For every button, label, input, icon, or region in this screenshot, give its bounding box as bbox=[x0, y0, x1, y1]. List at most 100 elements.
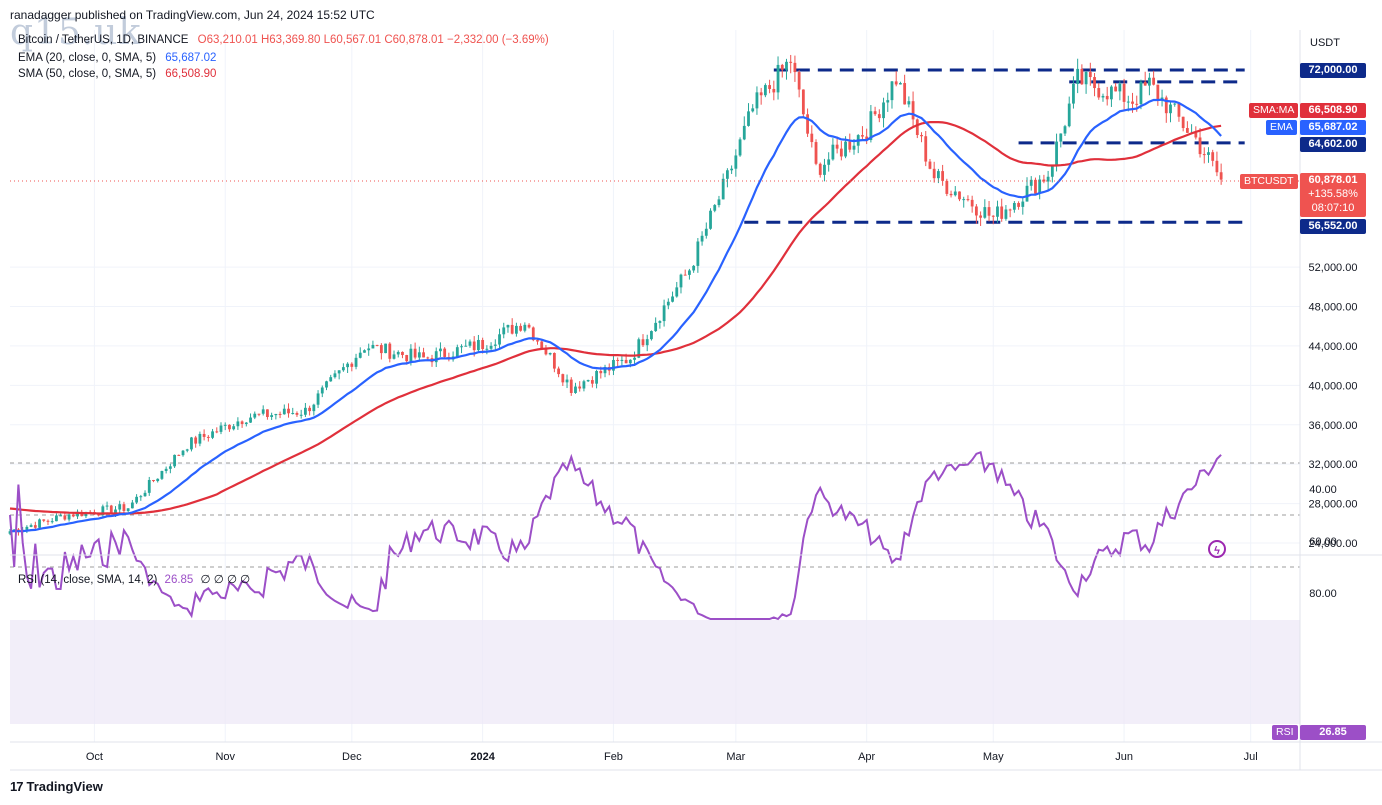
candle-body bbox=[519, 325, 523, 331]
candle-body bbox=[839, 148, 843, 157]
time-tick-label: Jun bbox=[1115, 751, 1133, 763]
candle-body bbox=[190, 437, 193, 450]
candle-body bbox=[244, 422, 248, 425]
candle-body bbox=[194, 437, 198, 444]
candle-body bbox=[920, 134, 923, 137]
tradingview-brand[interactable]: 17 TradingView bbox=[10, 779, 103, 794]
rsi-tick-label: 60.00 bbox=[1309, 536, 1337, 548]
candle-body bbox=[595, 371, 598, 384]
candle-body bbox=[1194, 132, 1198, 138]
candle-body bbox=[692, 265, 696, 271]
candle-body bbox=[350, 363, 354, 367]
price-tick-label: 48,000.00 bbox=[1309, 302, 1358, 314]
brand-name: TradingView bbox=[26, 779, 103, 794]
price-tick-label: 24,000.00 bbox=[1309, 538, 1358, 550]
horizontal-levels bbox=[744, 68, 1245, 224]
currency-label[interactable]: USDT bbox=[1310, 37, 1340, 49]
candle-body bbox=[586, 380, 590, 382]
rsi-legend-label: RSI (14, close, SMA, 14, 2) bbox=[18, 574, 158, 586]
candle-body bbox=[565, 379, 569, 383]
candle-body bbox=[755, 92, 759, 109]
candle-body bbox=[105, 505, 109, 507]
candle-body bbox=[861, 135, 864, 137]
price-tick-label: 52,000.00 bbox=[1309, 262, 1358, 274]
candle-body bbox=[1211, 152, 1215, 161]
sma-legend[interactable]: SMA (50, close, 0, SMA, 5) 66,508.90 bbox=[18, 68, 216, 80]
candle-body bbox=[392, 354, 396, 359]
candle-body bbox=[50, 521, 54, 523]
candle-body bbox=[46, 520, 50, 522]
candle-body bbox=[844, 141, 847, 157]
candle-body bbox=[671, 296, 674, 302]
candle-body bbox=[717, 199, 721, 206]
ema-legend[interactable]: EMA (20, close, 0, SMA, 5) 65,687.02 bbox=[18, 52, 216, 64]
candle-body bbox=[316, 393, 320, 405]
candle-body bbox=[291, 413, 295, 415]
sma-tag: SMA:MA bbox=[1249, 103, 1299, 118]
rsi-legend-value: 26.85 bbox=[164, 574, 194, 586]
candle-body bbox=[628, 359, 632, 364]
candle-body bbox=[261, 409, 265, 414]
last-price: 60,878.01 bbox=[1308, 174, 1358, 186]
rsi-tag: RSI bbox=[1272, 725, 1298, 740]
price-tick-label: 32,000.00 bbox=[1309, 459, 1358, 471]
candle-body bbox=[422, 352, 425, 358]
candle-body bbox=[738, 139, 742, 156]
rsi-line bbox=[9, 450, 1222, 621]
candle-body bbox=[890, 81, 894, 101]
candle-body bbox=[848, 141, 852, 150]
candle-body bbox=[1055, 141, 1058, 166]
price-tick-label: 28,000.00 bbox=[1309, 499, 1358, 511]
candle-body bbox=[612, 359, 615, 371]
candles bbox=[8, 54, 1223, 536]
level-56552-label: 56,552.00 bbox=[1300, 219, 1366, 234]
ema-price-label: 65,687.02 bbox=[1300, 120, 1366, 135]
candle-body bbox=[1164, 97, 1168, 114]
candle-body bbox=[198, 433, 202, 444]
candle-body bbox=[747, 111, 750, 126]
candle-body bbox=[42, 519, 46, 521]
candle-body bbox=[785, 61, 788, 70]
candle-body bbox=[299, 414, 303, 416]
candle-body bbox=[236, 421, 240, 427]
candle-body bbox=[810, 133, 814, 143]
symbol-legend[interactable]: Bitcoin / TetherUS, 1D, BINANCE O63,210.… bbox=[18, 34, 549, 46]
candle-body bbox=[181, 450, 185, 456]
candle-body bbox=[257, 413, 261, 415]
candle-body bbox=[983, 207, 987, 218]
lightning-icon[interactable]: ϟ bbox=[1208, 540, 1226, 558]
rsi-band bbox=[10, 620, 1300, 724]
candle-body bbox=[763, 85, 767, 96]
candle-body bbox=[266, 409, 269, 417]
candle-body bbox=[232, 426, 236, 430]
candle-body bbox=[1050, 165, 1054, 177]
candle-body bbox=[1215, 160, 1219, 173]
candle-body bbox=[620, 359, 624, 361]
candle-body bbox=[1093, 77, 1096, 89]
candle-body bbox=[76, 511, 79, 517]
sma-legend-value: 66,508.90 bbox=[165, 68, 217, 80]
candle-body bbox=[202, 433, 206, 437]
candle-body bbox=[223, 424, 227, 426]
candle-body bbox=[852, 145, 856, 150]
time-tick-label: Dec bbox=[342, 751, 362, 763]
time-tick-label: Jul bbox=[1244, 751, 1258, 763]
candle-body bbox=[439, 348, 442, 352]
sma-50-line bbox=[9, 121, 1222, 515]
candle-body bbox=[126, 508, 130, 511]
candle-body bbox=[806, 114, 809, 134]
candle-body bbox=[346, 363, 349, 368]
candle-body bbox=[1181, 116, 1185, 129]
candle-body bbox=[768, 85, 771, 89]
candle-body bbox=[1004, 209, 1008, 219]
candle-body bbox=[367, 348, 371, 351]
candle-body bbox=[1038, 179, 1042, 194]
candle-body bbox=[970, 199, 974, 207]
rsi-legend-zeros: ∅ ∅ ∅ ∅ bbox=[200, 574, 251, 586]
candle-body bbox=[278, 413, 282, 415]
candle-body bbox=[666, 301, 670, 306]
candle-body bbox=[59, 515, 63, 517]
rsi-legend[interactable]: RSI (14, close, SMA, 14, 2) 26.85 ∅ ∅ ∅ … bbox=[18, 572, 250, 586]
candle-body bbox=[801, 89, 805, 115]
